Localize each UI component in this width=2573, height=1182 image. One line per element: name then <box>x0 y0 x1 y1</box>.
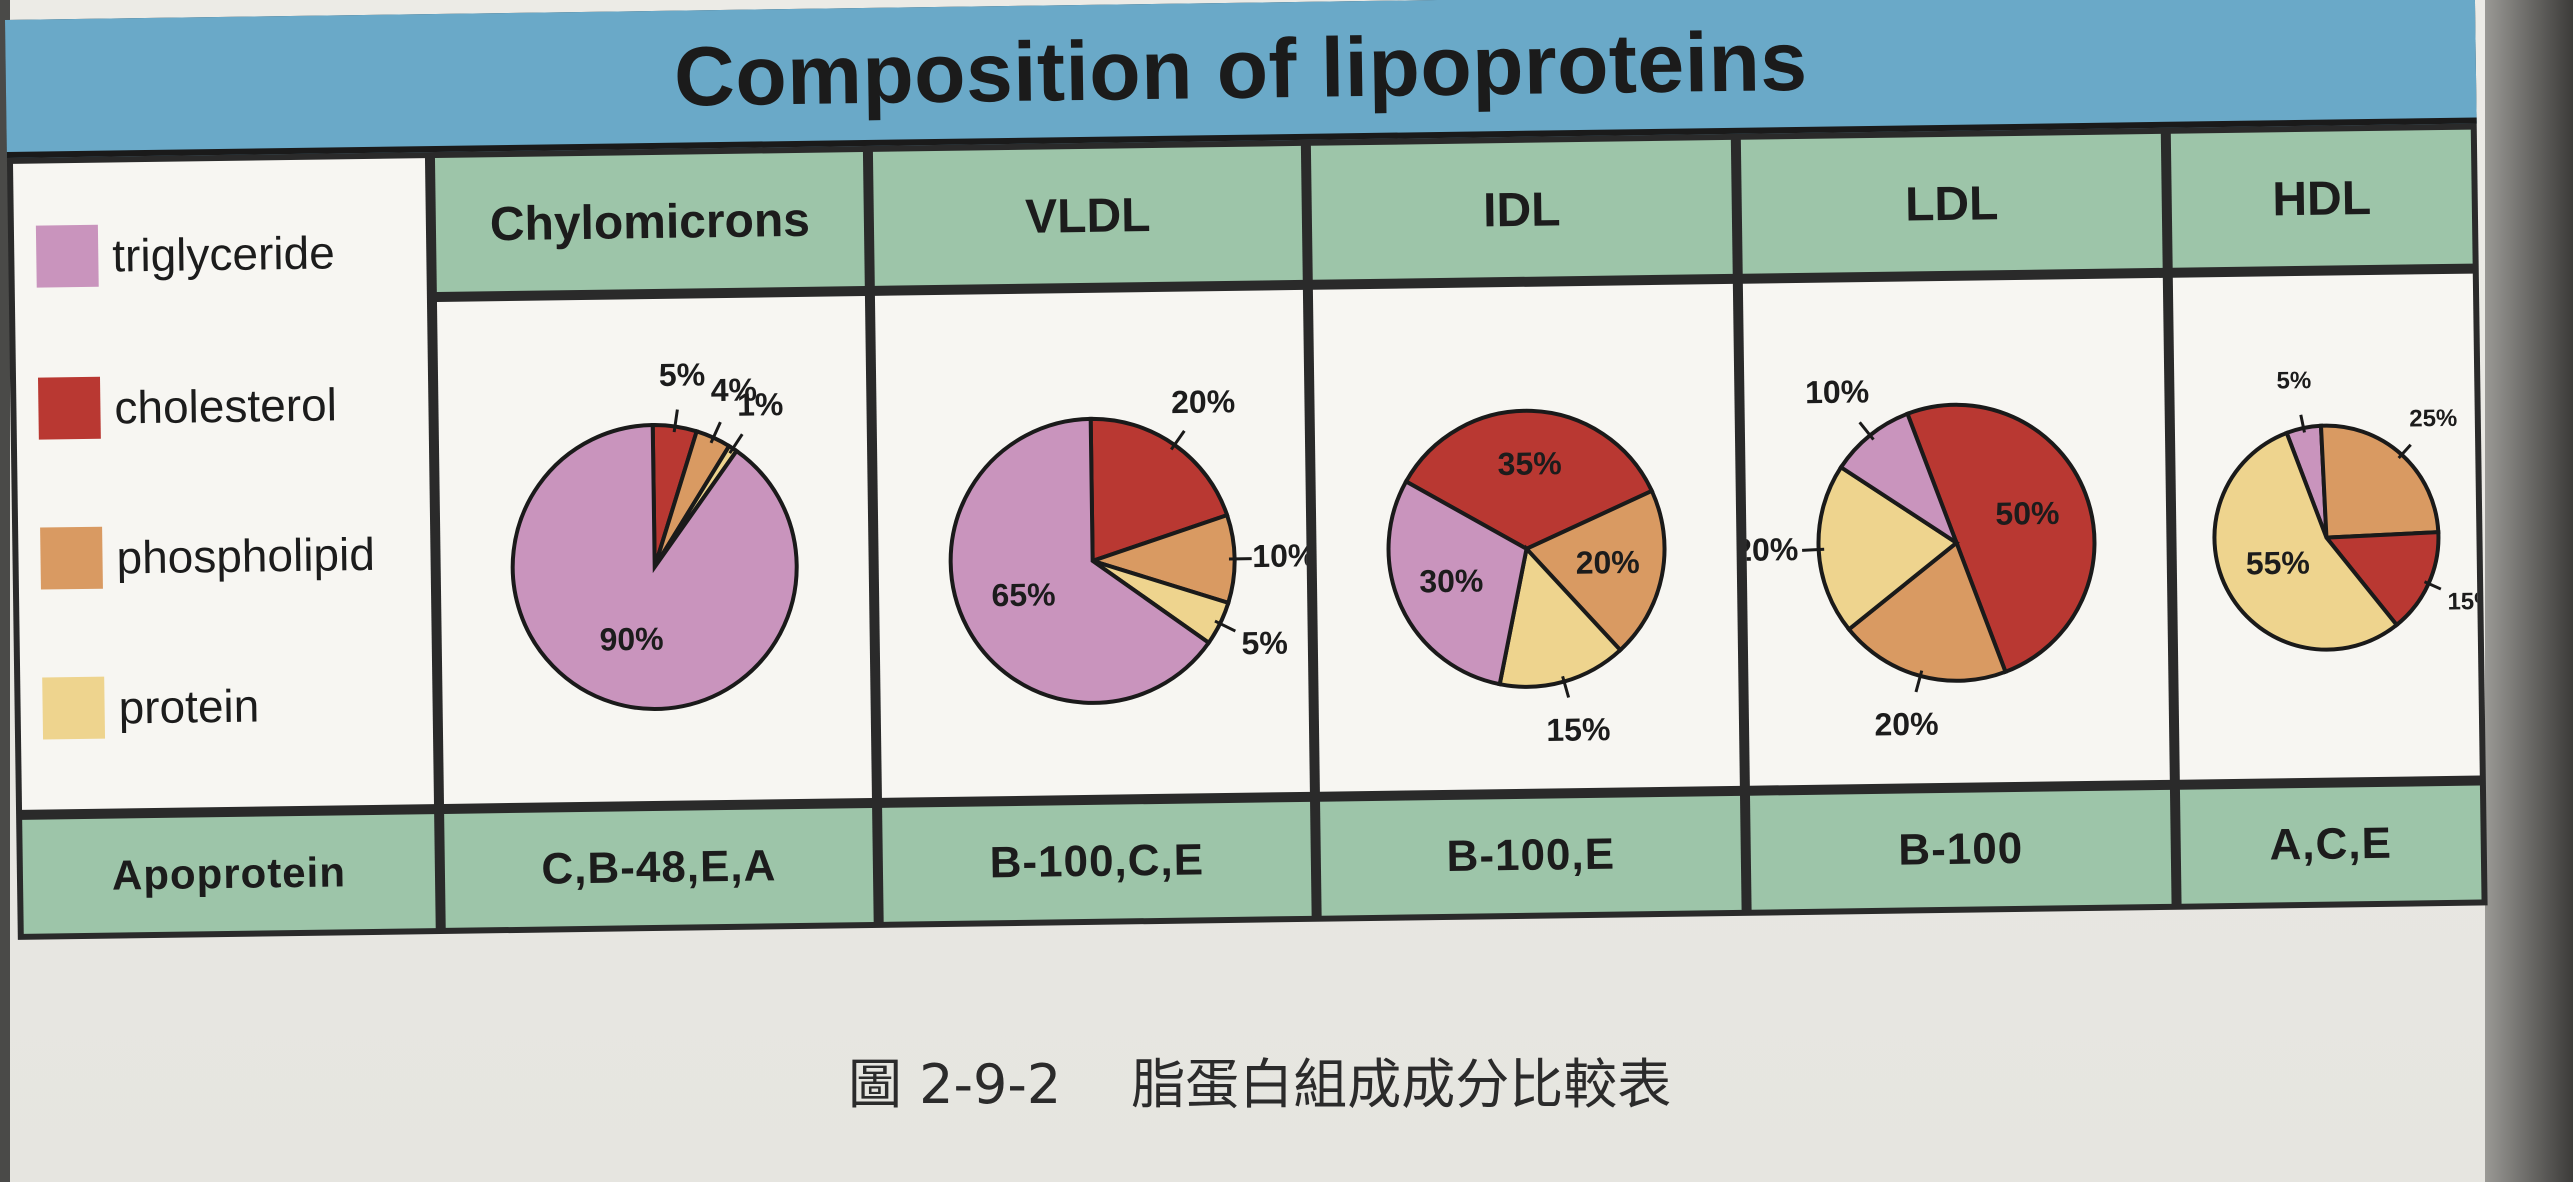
pie-label-tick <box>672 409 679 433</box>
legend-label: triglyceride <box>111 226 336 282</box>
pie-cell-ldl: 50% 20% 20% 10% <box>1742 277 2170 786</box>
page-title: Composition of lipoproteins <box>673 13 1809 124</box>
legend-label: phospholipid <box>116 527 376 584</box>
pie-value-label: 5% <box>659 356 706 393</box>
apoprotein-title: Apoprotein <box>111 848 347 899</box>
apoprotein-hdl: A,C,E <box>2179 785 2482 904</box>
pie-cell-vldl: 20% 10% 5% 65% <box>874 289 1310 798</box>
legend-swatch-protein <box>42 676 106 740</box>
photo-edge-left <box>0 0 10 1182</box>
pie-cell-chylomicrons: 5% 4% 1% 90% <box>436 296 872 804</box>
header-ldl: LDL <box>1740 133 2163 274</box>
pie-value-label: 20% <box>1874 706 1939 743</box>
pie-slice-protein <box>2212 430 2400 652</box>
pie-value-label: 90% <box>599 621 664 658</box>
pie-label-tick <box>1214 619 1237 633</box>
column-header: Chylomicrons <box>489 193 811 251</box>
pie-label-tick <box>1858 421 1875 441</box>
legend-swatch-phospholipid <box>40 526 103 590</box>
pie-label-tick <box>1914 670 1924 693</box>
pie-value-label: 10% <box>1252 537 1310 574</box>
pie-value-label: 55% <box>2246 544 2311 581</box>
apoprotein-vldl: B-100,C,E <box>882 801 1312 922</box>
apoprotein-row-label: Apoprotein <box>22 814 436 934</box>
pie-value-label: 30% <box>1419 563 1484 600</box>
pie-label-tick <box>1802 547 1825 552</box>
column-header: VLDL <box>1024 188 1151 244</box>
pie-slice-cholesterol <box>1904 402 2097 675</box>
photo-edge-right <box>2485 0 2573 1182</box>
pie-value-label: 65% <box>991 576 1056 613</box>
apoprotein-value: C,B-48,E,A <box>541 841 777 894</box>
pie-value-label: 50% <box>1995 495 2060 532</box>
lipoprotein-table: Composition of lipoproteins triglyceride… <box>5 0 2488 940</box>
pie-slice-triglyceride <box>510 422 799 711</box>
pie-chart-chylomicrons: 5% 4%1% 90% <box>510 356 799 711</box>
legend-item-protein: protein <box>42 671 260 744</box>
pie-value-label: 25% <box>2409 405 2457 433</box>
legend-swatch-triglyceride <box>35 224 99 288</box>
pie-chart-hdl: 5% 25% 15% 55% <box>2212 367 2480 652</box>
column-header: HDL <box>2272 171 2372 226</box>
pie-label-tick <box>728 433 744 455</box>
header-idl: IDL <box>1310 139 1733 280</box>
apoprotein-value: B-100,E <box>1446 829 1616 881</box>
pie-label-tick <box>1170 430 1186 451</box>
apoprotein-chylomicrons: C,B-48,E,A <box>444 807 874 928</box>
pie-slice-phospholipid <box>2318 423 2441 540</box>
pie-label-tick <box>2423 580 2442 591</box>
pie-value-label: 20% <box>1743 531 1799 568</box>
apoprotein-idl: B-100,E <box>1320 795 1742 916</box>
pie-cell-hdl: 5% 25% 15% 55% <box>2172 273 2480 780</box>
apoprotein-value: B-100,C,E <box>989 835 1205 888</box>
legend-item-triglyceride: triglyceride <box>35 217 336 291</box>
apoprotein-value: B-100 <box>1898 823 2024 875</box>
figure-caption-text: 脂蛋白組成成分比較表 <box>1131 1053 1672 1116</box>
apoprotein-label: Apoprotein <box>22 814 436 934</box>
column-header: IDL <box>1482 182 1561 237</box>
header-vldl: VLDL <box>872 145 1303 286</box>
pie-chart-ldl: 50% 20% 20% 10% <box>1743 373 2097 743</box>
figure-number: 圖 2-9-2 <box>848 1053 1062 1116</box>
pie-value-label: 4% <box>710 372 757 409</box>
pie-chart-vldl: 20% 10% 5% 65% <box>948 383 1310 705</box>
pie-value-label: 10% <box>1805 373 1870 410</box>
pie-value-label: 20% <box>1575 544 1640 581</box>
pie-slice-triglyceride <box>948 416 1212 705</box>
pie-value-label: 15% <box>2447 588 2479 616</box>
pie-chart-idl: 35% 20% 15% 30% <box>1386 408 1667 748</box>
legend-item-phospholipid: phospholipid <box>40 519 375 594</box>
pie-label-tick <box>2299 414 2306 433</box>
header-chylomicrons: Chylomicrons <box>434 152 865 292</box>
apoprotein-ldl: B-100 <box>1750 789 2172 910</box>
pie-label-tick <box>1561 675 1571 698</box>
figure-caption: 圖 2-9-2 脂蛋白組成成分比較表 <box>848 1040 1671 1119</box>
pie-value-label: 5% <box>1241 625 1288 662</box>
legend-panel: triglyceride cholesterol phospholipid pr… <box>13 158 434 810</box>
legend-label: cholesterol <box>114 378 338 434</box>
header-hdl: HDL <box>2170 129 2473 268</box>
column-header: LDL <box>1904 176 1999 231</box>
pie-label-tick <box>709 421 722 444</box>
pie-cell-idl: 35% 20% 15% 30% <box>1312 283 1740 792</box>
pie-value-label: 20% <box>1171 383 1236 420</box>
legend-label: protein <box>118 679 260 734</box>
pie-label-tick <box>2397 443 2412 459</box>
pie-value-label: 5% <box>2276 367 2311 394</box>
apoprotein-value: A,C,E <box>2269 818 2393 870</box>
pie-value-label: 35% <box>1497 445 1562 482</box>
pie-slice-phospholipid <box>1523 488 1667 653</box>
legend-swatch-cholesterol <box>37 376 101 440</box>
pie-value-label: 1% <box>737 386 784 423</box>
legend-item-cholesterol: cholesterol <box>37 369 338 443</box>
pie-slice-triglyceride <box>1386 478 1529 687</box>
pie-value-label: 15% <box>1546 711 1611 748</box>
